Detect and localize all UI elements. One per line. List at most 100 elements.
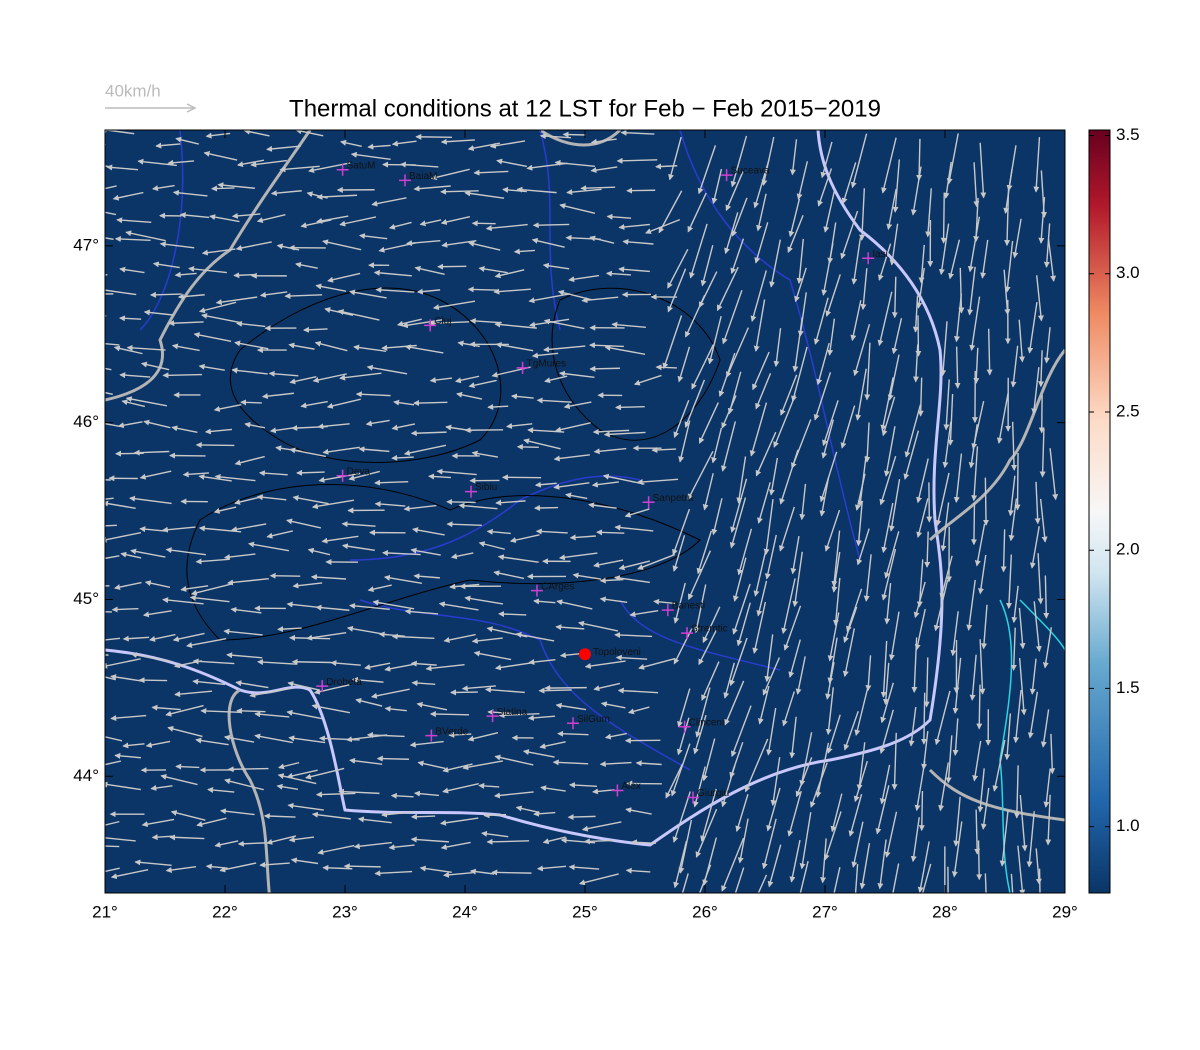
wind-arrow xyxy=(813,297,829,345)
wind-arrow xyxy=(170,810,206,821)
wind-arrow xyxy=(289,376,317,385)
wind-arrow xyxy=(240,399,262,406)
wind-arrow xyxy=(276,783,299,791)
highlight-marker xyxy=(579,648,591,661)
wind-arrow xyxy=(1011,421,1018,471)
wind-arrow xyxy=(877,839,887,890)
wind-arrow xyxy=(769,239,782,288)
wind-arrow xyxy=(832,577,841,626)
wind-arrow xyxy=(133,449,170,456)
wind-arrow xyxy=(295,261,318,269)
station-label: SatuM xyxy=(347,160,376,171)
wind-arrow xyxy=(697,145,717,195)
wind-arrow xyxy=(1007,475,1016,517)
wind-arrow xyxy=(823,190,835,233)
wind-arrow xyxy=(611,321,646,328)
wind-arrow xyxy=(195,737,229,746)
wind-arrow xyxy=(349,289,387,299)
wind-arrow xyxy=(237,840,266,847)
wind-arrow xyxy=(478,541,505,550)
wind-arrow xyxy=(495,499,526,506)
wind-arrow xyxy=(819,451,838,503)
wind-arrow xyxy=(667,248,689,289)
station-label: Drobeta xyxy=(326,677,362,688)
y-tick-label: 44° xyxy=(73,766,99,785)
wind-arrow xyxy=(856,742,866,791)
wind-arrow xyxy=(138,677,168,684)
wind-arrow xyxy=(977,768,985,813)
wind-arrow xyxy=(916,458,929,504)
wind-arrow xyxy=(473,650,512,661)
wind-arrow xyxy=(1043,327,1051,364)
wind-arrow xyxy=(635,760,662,767)
wind-arrow xyxy=(757,874,768,893)
wind-arrow xyxy=(1034,481,1041,525)
wind-arrow xyxy=(830,793,843,833)
wind-arrow xyxy=(288,836,315,843)
wind-arrow xyxy=(916,267,925,309)
wind-arrow xyxy=(249,687,292,698)
wind-arrow xyxy=(277,773,317,785)
wind-arrow xyxy=(288,735,326,744)
wind-arrow xyxy=(152,261,180,269)
colorbar-tick-label: 2.5 xyxy=(1116,401,1140,420)
wind-arrow xyxy=(179,212,210,219)
wind-arrow xyxy=(381,811,414,818)
wind-arrow xyxy=(322,446,360,455)
wind-arrow xyxy=(822,400,839,447)
wind-arrow xyxy=(413,790,440,797)
wind-arrow xyxy=(848,794,863,837)
wind-arrow xyxy=(533,505,559,512)
wind-arrow xyxy=(618,223,650,230)
wind-arrow xyxy=(773,394,796,448)
wind-arrow xyxy=(969,296,981,352)
wind-arrow xyxy=(856,528,870,566)
wind-arrow xyxy=(388,844,415,851)
wind-arrow xyxy=(673,400,690,439)
wind-arrow xyxy=(702,606,721,644)
wind-arrow xyxy=(986,328,993,376)
wind-arrow xyxy=(438,601,479,611)
station-marker xyxy=(336,163,349,176)
wind-arrow xyxy=(580,185,616,192)
wind-arrow xyxy=(1038,197,1046,244)
wind-arrow xyxy=(256,494,287,501)
wind-arrow xyxy=(373,269,412,277)
wind-arrow xyxy=(306,632,347,641)
wind-arrow xyxy=(947,393,954,446)
wind-arrow xyxy=(481,830,509,838)
wind-arrow xyxy=(440,215,471,225)
wind-arrow xyxy=(770,757,781,807)
wind-arrow xyxy=(821,243,834,296)
wind-arrow xyxy=(114,581,142,591)
wind-arrow xyxy=(620,130,655,136)
wind-arrow xyxy=(888,479,901,532)
wind-arrow xyxy=(1033,601,1042,653)
wind-arrow xyxy=(604,732,627,740)
wind-arrow xyxy=(105,654,109,656)
wind-arrow xyxy=(764,534,777,580)
wind-arrow xyxy=(831,530,841,588)
wind-arrow xyxy=(428,320,470,327)
wind-arrow xyxy=(198,301,237,314)
wind-arrow xyxy=(958,267,965,314)
wind-arrow xyxy=(370,688,410,699)
station-marker xyxy=(720,169,733,182)
wind-arrow xyxy=(201,313,242,324)
wind-arrow xyxy=(214,473,256,482)
wind-arrow xyxy=(139,470,172,480)
wind-arrow xyxy=(401,319,443,329)
station-marker xyxy=(465,485,477,498)
wind-arrow xyxy=(624,508,650,518)
x-tick-label: 23° xyxy=(332,902,358,921)
wind-arrow xyxy=(779,449,799,505)
wind-arrow xyxy=(223,734,255,743)
wind-arrow xyxy=(563,401,592,410)
wind-arrow xyxy=(213,404,242,412)
wind-arrow xyxy=(318,472,361,483)
wind-arrow xyxy=(711,427,723,464)
wind-arrow xyxy=(558,370,595,378)
wind-arrow xyxy=(752,351,770,391)
wind-arrow xyxy=(591,481,619,488)
x-tick-label: 28° xyxy=(932,902,958,921)
